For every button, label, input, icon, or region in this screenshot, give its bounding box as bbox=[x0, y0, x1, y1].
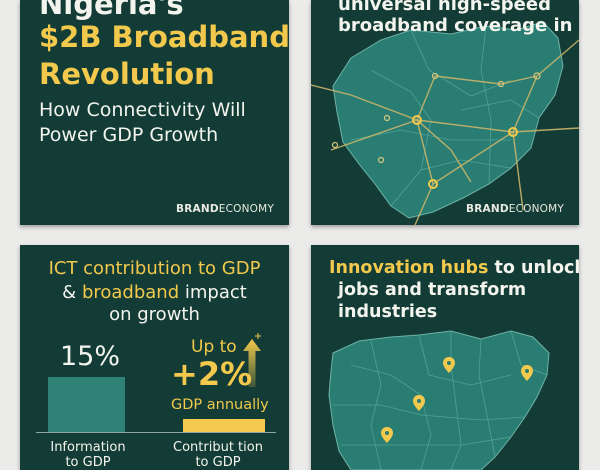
nigeria-map-shape bbox=[332, 21, 564, 219]
heading-amp: & bbox=[62, 282, 82, 303]
title-line-1: Nigeria's bbox=[39, 0, 184, 21]
nigeria-map-shape bbox=[328, 330, 550, 470]
title-line-2: $2B Broadband bbox=[39, 20, 289, 54]
heading-gold-1: ICT contribution to GDP bbox=[48, 258, 261, 279]
nigeria-network-map bbox=[311, 21, 579, 225]
heading-line-2: jobs and transform bbox=[338, 280, 527, 300]
heading-line-2: & broadband impact bbox=[20, 282, 289, 304]
brand-text-b: ECONOMY bbox=[218, 203, 274, 215]
brand-logo: BRANDECONOMY bbox=[466, 203, 564, 215]
subtitle-line-1: How Connectivity Will bbox=[39, 99, 246, 121]
heading-line-1: Innovation hubs to unlock bbox=[329, 258, 579, 278]
left-label-line-1: Information bbox=[50, 440, 126, 455]
brand-text-a: BRAND bbox=[176, 203, 219, 215]
left-label-line-2: to GDP bbox=[65, 454, 111, 470]
right-label-line-2: to GDP bbox=[195, 454, 241, 470]
hub-pins bbox=[381, 357, 533, 443]
heading-line-1: ICT contribution to GDP bbox=[20, 258, 289, 280]
contribution-bar bbox=[183, 419, 265, 433]
brand-text-a: BRAND bbox=[466, 203, 509, 215]
heading-rest: impact bbox=[179, 282, 247, 303]
gdp-caption: GDP annually bbox=[171, 397, 269, 413]
brand-text-b: ECONOMY bbox=[508, 203, 564, 215]
gdp-boost-value: +2% bbox=[171, 355, 253, 393]
left-axis-label: Information to GDP bbox=[43, 440, 133, 470]
ict-share-value: 15% bbox=[60, 341, 121, 372]
heading-gold-2: broadband bbox=[81, 282, 180, 303]
heading-gold: Innovation hubs bbox=[329, 258, 489, 278]
title-card: Nigeria's $2B Broadband Revolution How C… bbox=[20, 0, 289, 225]
heading-line-3: on growth bbox=[109, 304, 200, 325]
ict-share-bar bbox=[48, 377, 125, 433]
coverage-map-card: universal high-speed broadband coverage … bbox=[311, 0, 579, 225]
ict-gdp-card: ICT contribution to GDP & broadband impa… bbox=[20, 245, 289, 470]
right-axis-label: Contribut tion to GDP bbox=[168, 440, 268, 470]
heading-line-2: broadband coverage in bbox=[338, 15, 573, 36]
heading-line-1: universal high-speed bbox=[338, 0, 551, 15]
title-line-3: Revolution bbox=[39, 57, 215, 91]
right-label-line-1: Contribut tion bbox=[173, 440, 263, 455]
innovation-hubs-card: Innovation hubs to unlock jobs and trans… bbox=[311, 245, 579, 470]
up-to-label: Up to bbox=[191, 337, 237, 357]
brand-logo: BRANDECONOMY bbox=[176, 203, 274, 215]
nigeria-hubs-map bbox=[328, 330, 550, 470]
baseline-divider bbox=[36, 432, 276, 433]
subtitle-line-2: Power GDP Growth bbox=[39, 124, 219, 146]
heading-line-3: industries bbox=[338, 302, 438, 322]
up-arrow-icon bbox=[243, 333, 261, 387]
heading-rest: to unlock bbox=[488, 258, 579, 278]
